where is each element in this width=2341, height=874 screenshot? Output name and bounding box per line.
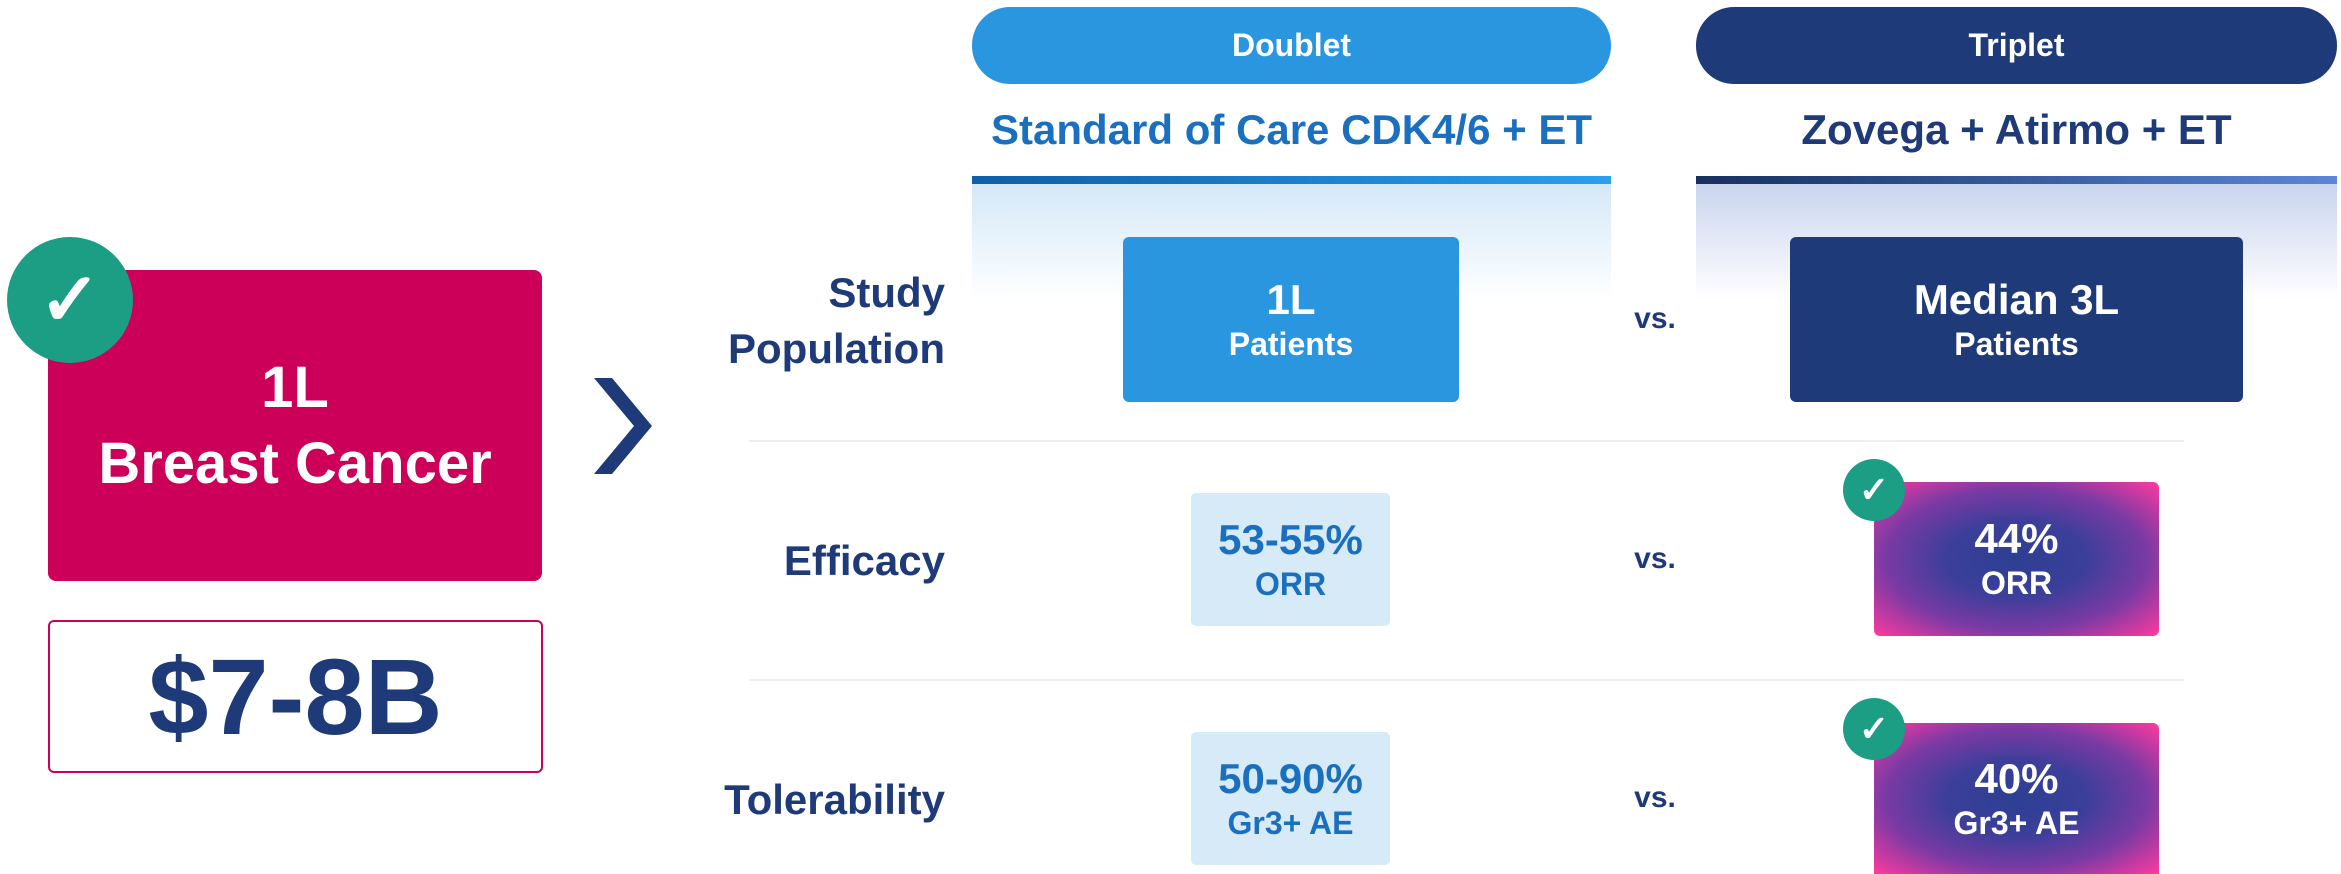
check-icon: ✓ (7, 237, 133, 363)
column-tag: Triplet (1696, 7, 2337, 84)
cell-value: 1L (1266, 275, 1316, 323)
market-box: 1L Breast Cancer (48, 270, 542, 581)
cell-unit: Gr3+ AE (1227, 804, 1354, 841)
row-label: Tolerability (724, 772, 945, 828)
row-label-line: Efficacy (783, 537, 945, 584)
check-icon: ✓ (1843, 459, 1905, 521)
cell-value: Median 3L (1913, 275, 2120, 323)
cell-unit: Patients (1954, 325, 2079, 362)
doublet-cell: 53-55% ORR (1191, 493, 1390, 626)
cell-value: 50-90% (1218, 754, 1363, 802)
column-title: Standard of Care CDK4/6 + ET (991, 106, 1592, 153)
market-line: 1L (261, 354, 329, 420)
doublet-cell: 1L Patients (1123, 237, 1459, 402)
cell-unit: Patients (1228, 325, 1354, 362)
triplet-cell: 40% Gr3+ AE (1874, 723, 2159, 874)
header-bar (1696, 176, 2337, 184)
row-separator (749, 679, 2184, 681)
row-label: Efficacy (784, 533, 945, 589)
header-bar (972, 176, 1611, 184)
row-label-line: Tolerability (724, 776, 945, 823)
cell-value: 44% (1974, 515, 2059, 562)
cell-unit: ORR (1980, 565, 2053, 601)
triplet-cell: 44% ORR (1874, 482, 2159, 636)
row-label-line: Study (828, 269, 945, 316)
row-label-line: Population (728, 325, 945, 372)
cell-unit: Gr3+ AE (1953, 804, 2080, 841)
row-separator (749, 440, 2184, 442)
cell-value: 53-55% (1218, 515, 1363, 563)
triplet-cell: Median 3L Patients (1790, 237, 2243, 402)
market-size: $7-8B (48, 620, 543, 773)
check-icon: ✓ (1843, 698, 1905, 760)
vs-label: vs. (1634, 302, 1676, 335)
doublet-cell: 50-90% Gr3+ AE (1191, 732, 1390, 865)
chevron (594, 378, 652, 474)
column-tag: Doublet (972, 7, 1611, 84)
cell-value: 40% (1974, 754, 2059, 802)
cell-unit: ORR (1254, 565, 1327, 602)
vs-label: vs. (1634, 781, 1676, 814)
vs-label: vs. (1634, 542, 1676, 575)
column-title: Zovega + Atirmo + ET (1801, 106, 2232, 153)
market-line: Breast Cancer (98, 430, 492, 496)
row-label: Study Population (728, 265, 945, 377)
